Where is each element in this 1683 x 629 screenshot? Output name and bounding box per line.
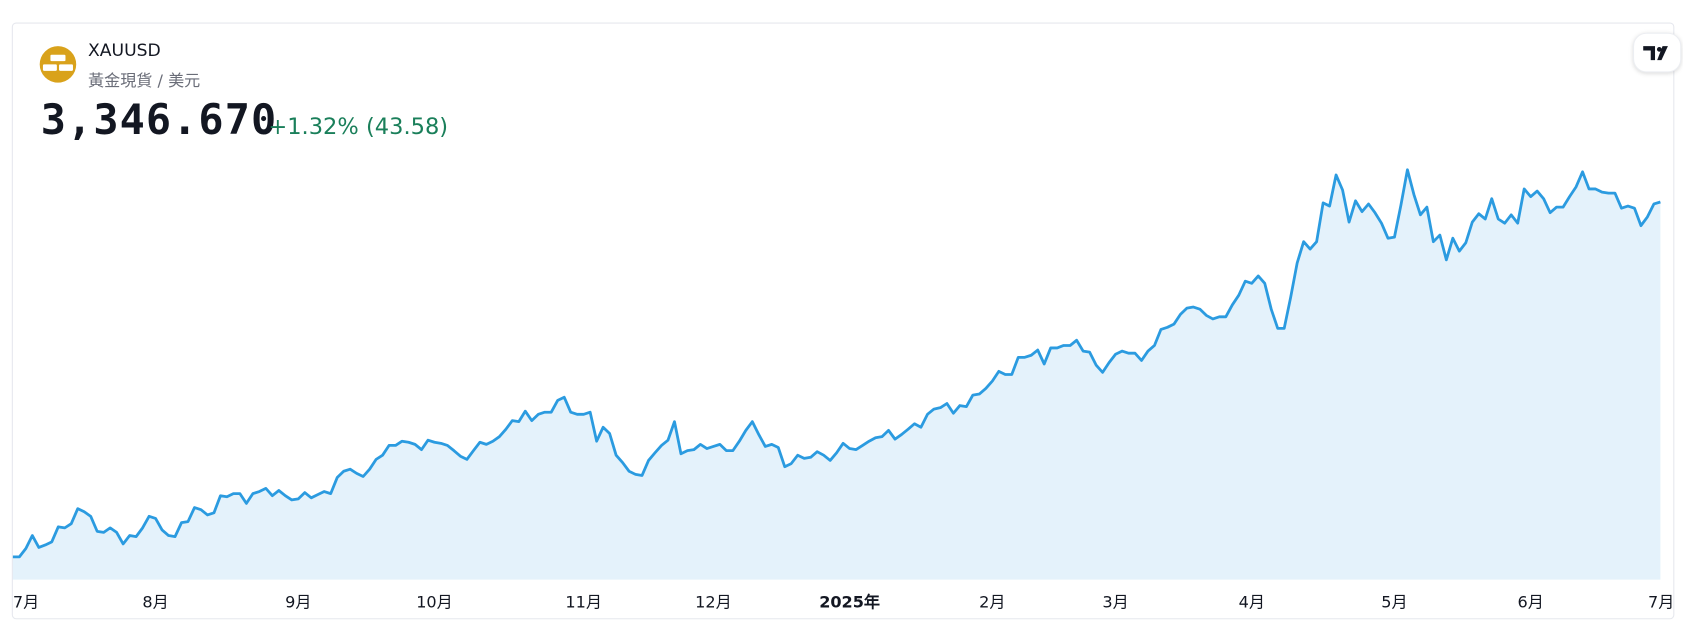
x-tick-label: 6月 bbox=[1518, 592, 1544, 611]
x-tick-label: 7月 bbox=[13, 592, 39, 611]
x-tick-label: 5月 bbox=[1381, 592, 1407, 611]
x-tick-label: 2月 bbox=[979, 592, 1005, 611]
symbol-icon bbox=[39, 46, 77, 83]
price-change: +1.32% (43.58) bbox=[268, 113, 449, 140]
x-tick-label: 3月 bbox=[1102, 592, 1128, 611]
x-tick-label: 7月 bbox=[1648, 592, 1674, 611]
x-tick-label: 10月 bbox=[416, 592, 453, 611]
x-tick-label: 12月 bbox=[695, 592, 732, 611]
x-tick-label: 4月 bbox=[1239, 592, 1265, 611]
x-tick-label: 8月 bbox=[142, 592, 168, 611]
x-tick-label: 9月 bbox=[285, 592, 311, 611]
price-line bbox=[12, 168, 1661, 559]
symbol-description: 黃金現貨 / 美元 bbox=[88, 70, 201, 91]
tradingview-logo[interactable] bbox=[1633, 32, 1682, 73]
x-tick-label: 2025年 bbox=[819, 592, 880, 611]
area-fill bbox=[12, 169, 1661, 580]
x-tick-label: 11月 bbox=[565, 592, 602, 611]
symbol: XAUUSD bbox=[88, 39, 161, 61]
card bbox=[11, 22, 1675, 620]
last-price: 3,346.670 bbox=[40, 96, 278, 145]
